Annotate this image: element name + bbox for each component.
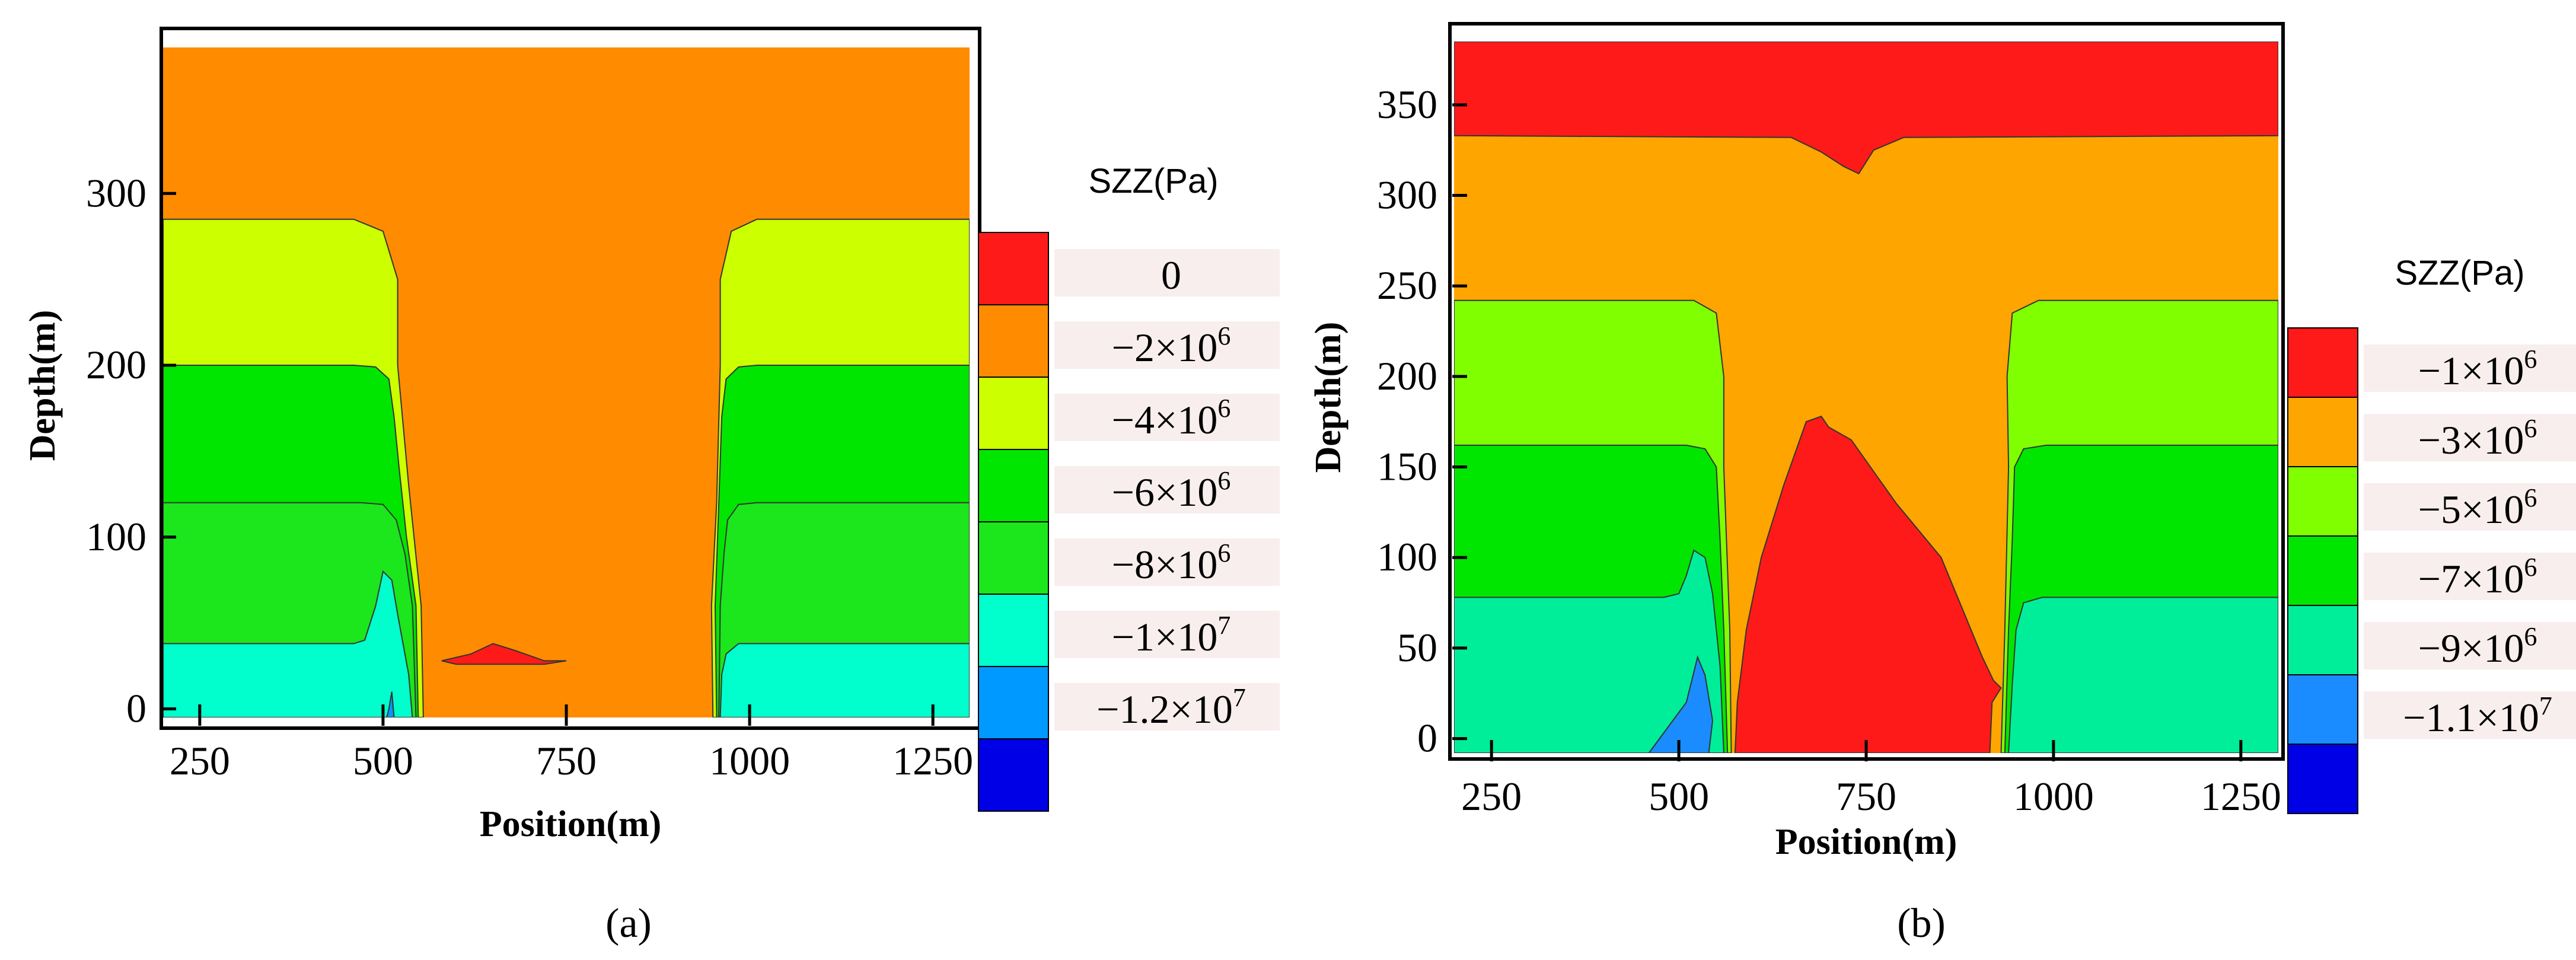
legend-label: −7×106 bbox=[2418, 553, 2537, 601]
legend-swatch bbox=[978, 304, 1049, 378]
legend-label-bg bbox=[1054, 538, 1280, 586]
contour-plot-b bbox=[1448, 22, 2285, 761]
legend-label-bg bbox=[1054, 321, 1280, 369]
y-tick-label: 350 bbox=[1377, 82, 1437, 127]
legend-swatch bbox=[978, 521, 1049, 595]
legend-label: −1×107 bbox=[1112, 611, 1231, 659]
contour-plot-a bbox=[160, 27, 981, 730]
y-tick-label: 50 bbox=[1397, 625, 1437, 670]
legend-swatch bbox=[2287, 674, 2358, 745]
legend-swatch bbox=[978, 377, 1049, 450]
legend-label-bg bbox=[2364, 553, 2576, 600]
legend-label-bg bbox=[1054, 249, 1280, 296]
panel-label-a: (a) bbox=[605, 901, 652, 946]
x-tick-label: 750 bbox=[536, 738, 597, 783]
x-tick-label: 1000 bbox=[709, 738, 790, 783]
legend-label: −1×106 bbox=[2418, 345, 2537, 393]
x-axis-label-b: Position(m) bbox=[1775, 822, 1957, 862]
contour-region bbox=[719, 643, 970, 717]
y-axis-label-b: Depth(m) bbox=[1308, 322, 1348, 473]
legend-title: SZZ(Pa) bbox=[2395, 254, 2524, 292]
panel-label-b: (b) bbox=[1897, 901, 1946, 946]
y-axis-label-a: Depth(m) bbox=[23, 310, 63, 461]
y-tick-label: 0 bbox=[126, 686, 146, 731]
legend-b: SZZ(Pa) −1×106 −3×106 −5×106 −7×106 −9×106 −1.… bbox=[2287, 254, 2576, 814]
legend-swatch bbox=[2287, 605, 2358, 675]
contour-region bbox=[1454, 549, 1724, 753]
x-tick-label: 750 bbox=[1836, 774, 1896, 819]
x-tick-label: 250 bbox=[170, 738, 230, 783]
legend-label: −5×106 bbox=[2418, 483, 2537, 532]
y-tick-label: 0 bbox=[1417, 716, 1437, 761]
legend-label: −2×106 bbox=[1112, 321, 1231, 370]
legend-label: −1.1×107 bbox=[2403, 691, 2552, 740]
y-tick-label: 200 bbox=[86, 342, 146, 387]
legend-a: SZZ(Pa) 0 −2×106 −4×106 −6×106 −8×106 −1×107 −1… bbox=[978, 162, 1280, 812]
contour-region bbox=[163, 570, 413, 717]
y-tick-label: 200 bbox=[1377, 353, 1437, 398]
legend-swatch bbox=[2287, 397, 2358, 467]
legend-label: −1.2×107 bbox=[1096, 683, 1246, 732]
contour-region bbox=[441, 643, 567, 665]
legend-label-bg bbox=[2364, 622, 2576, 669]
legend-title: SZZ(Pa) bbox=[1088, 162, 1218, 200]
y-tick-label: 150 bbox=[1377, 444, 1437, 489]
legend-label-bg bbox=[2364, 691, 2576, 739]
legend-label: −6×106 bbox=[1112, 466, 1231, 515]
legend-label: −8×106 bbox=[1112, 538, 1231, 587]
legend-swatch bbox=[2287, 466, 2358, 537]
x-tick-label: 1250 bbox=[892, 738, 973, 783]
legend-swatch bbox=[978, 666, 1049, 739]
contour-region bbox=[1734, 415, 2002, 753]
y-tick-label: 300 bbox=[86, 170, 146, 215]
legend-label: −3×106 bbox=[2418, 414, 2537, 463]
legend-swatch bbox=[2287, 327, 2358, 398]
legend-swatch bbox=[978, 232, 1049, 305]
x-tick-label: 1000 bbox=[2013, 774, 2094, 819]
x-axis-label-a: Position(m) bbox=[480, 804, 662, 844]
legend-label-bg bbox=[2364, 483, 2576, 531]
legend-label: −9×106 bbox=[2418, 622, 2537, 671]
x-tick-label: 250 bbox=[1461, 774, 1522, 819]
legend-swatch bbox=[978, 449, 1049, 522]
legend-swatch bbox=[978, 594, 1049, 667]
y-tick-label: 250 bbox=[1377, 263, 1437, 308]
legend-label-bg bbox=[1054, 611, 1280, 658]
legend-label-bg bbox=[2364, 414, 2576, 461]
x-tick-label: 500 bbox=[1649, 774, 1709, 819]
legend-label: 0 bbox=[1161, 253, 1181, 298]
x-tick-label: 1250 bbox=[2201, 774, 2281, 819]
y-tick-label: 100 bbox=[1377, 534, 1437, 579]
legend-swatch bbox=[2287, 744, 2358, 814]
contour-region bbox=[2008, 597, 2278, 753]
panel-a: 0 100 200 300 250 500 750 1000 1250 Depth(m) Po… bbox=[23, 27, 1280, 946]
x-tick-label: 500 bbox=[353, 738, 413, 783]
legend-label-bg bbox=[1054, 394, 1280, 441]
contour-region bbox=[1648, 655, 1714, 753]
legend-swatch bbox=[2287, 535, 2358, 606]
legend-label-bg bbox=[1054, 466, 1280, 514]
legend-label-bg bbox=[1054, 683, 1280, 731]
y-tick-label: 300 bbox=[1377, 173, 1437, 218]
legend-swatch bbox=[978, 738, 1049, 812]
contour-region bbox=[1454, 42, 2278, 175]
legend-label-bg bbox=[2364, 345, 2576, 392]
legend-label: −4×106 bbox=[1112, 394, 1231, 442]
contour-region bbox=[386, 691, 395, 717]
y-tick-label: 100 bbox=[86, 514, 146, 559]
